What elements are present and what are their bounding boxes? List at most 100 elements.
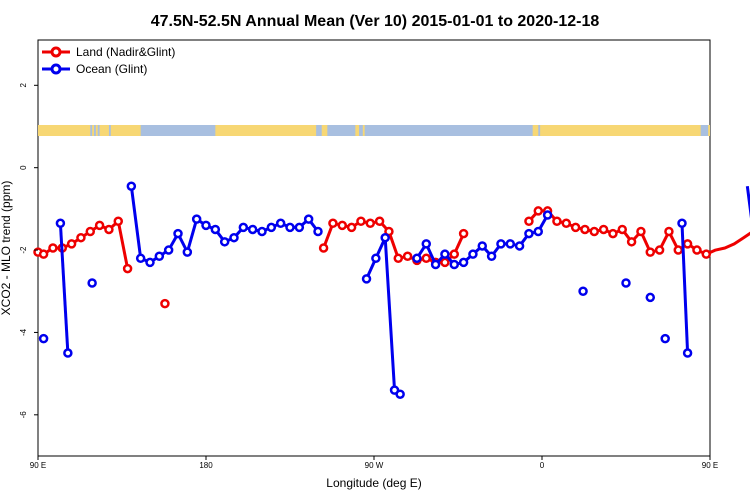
data-point <box>313 226 323 237</box>
data-point <box>182 247 193 257</box>
land-ocean-mask-strip <box>38 125 710 136</box>
data-point <box>449 259 460 270</box>
data-point <box>135 253 146 264</box>
y-tick-label: -4 <box>19 328 28 336</box>
data-point <box>621 278 631 288</box>
data-point <box>122 263 133 274</box>
data-point <box>617 224 628 235</box>
data-point <box>374 216 385 226</box>
data-point <box>238 222 249 233</box>
data-point <box>395 389 405 399</box>
y-tick-label: -2 <box>19 246 28 254</box>
data-point <box>356 216 366 226</box>
data-point <box>654 245 665 255</box>
data-point <box>247 224 258 235</box>
land-band-segment <box>92 125 94 136</box>
data-point <box>660 333 670 344</box>
data-point <box>578 286 588 296</box>
data-point <box>580 224 590 235</box>
data-point <box>38 249 49 259</box>
x-axis-label: Longitude (deg E) <box>326 476 421 490</box>
data-point <box>533 226 544 237</box>
x-tick-label: 90 E <box>30 461 46 470</box>
x-tick-label: 0 <box>540 461 545 470</box>
data-point <box>682 239 693 249</box>
data-point <box>191 214 202 224</box>
legend-label-land: Land (Nadir&Glint) <box>76 45 175 59</box>
data-point <box>210 224 221 235</box>
data-point <box>201 220 211 231</box>
data-point <box>48 243 58 253</box>
data-point <box>440 257 450 268</box>
data-point <box>294 222 305 233</box>
data-point <box>524 216 534 226</box>
data-point <box>145 257 155 268</box>
land-band-segment <box>38 125 91 136</box>
data-point <box>328 218 338 229</box>
data-point <box>552 216 562 226</box>
data-point <box>275 218 286 229</box>
data-point <box>458 257 469 268</box>
data-point <box>38 333 49 344</box>
data-point <box>402 251 413 261</box>
data-point <box>318 243 329 253</box>
data-point <box>598 224 609 235</box>
land-band-segment <box>540 125 701 136</box>
legend: Land (Nadir&Glint) Ocean (Glint) <box>42 45 175 76</box>
data-point <box>365 218 376 229</box>
data-point <box>76 232 86 243</box>
data-point <box>94 220 105 231</box>
legend-item-ocean: Ocean (Glint) <box>42 62 147 76</box>
data-point <box>677 218 687 229</box>
data-point <box>126 181 137 191</box>
series-line-segment <box>58 223 70 354</box>
data-point <box>561 218 572 229</box>
data-point <box>486 251 497 261</box>
data-point <box>533 206 544 216</box>
land-band-segment <box>355 125 360 136</box>
data-point <box>257 226 267 237</box>
data-point <box>160 298 170 309</box>
data-point <box>449 249 460 259</box>
data-point <box>393 253 404 264</box>
land-band-segment <box>110 125 141 136</box>
data-point <box>55 218 66 229</box>
data-point <box>66 239 77 249</box>
data-point <box>570 222 581 233</box>
data-point <box>645 292 656 303</box>
data-point <box>163 245 174 255</box>
data-point <box>303 214 314 224</box>
land-band-segment <box>321 125 328 136</box>
series-line-segment <box>527 209 750 256</box>
data-point <box>63 348 73 358</box>
y-axis-ticks: 2 0 -2 -4 -6 <box>19 83 38 418</box>
ocean-band <box>38 125 710 136</box>
series-ocean <box>38 181 750 399</box>
data-point <box>496 239 506 249</box>
data-point <box>154 251 165 261</box>
data-point <box>468 249 478 259</box>
data-point <box>430 259 441 270</box>
data-point <box>266 222 277 233</box>
x-tick-label: 90 W <box>365 461 384 470</box>
data-point <box>458 228 469 239</box>
legend-label-ocean: Ocean (Glint) <box>76 62 147 76</box>
series-layer <box>33 181 750 399</box>
data-point <box>682 348 693 358</box>
data-point <box>337 220 348 231</box>
data-point <box>229 232 239 243</box>
chart-title: 47.5N-52.5N Annual Mean (Ver 10) 2015-01… <box>151 13 600 30</box>
land-band-segment <box>99 125 109 136</box>
data-point <box>589 226 600 237</box>
data-point <box>346 222 357 233</box>
x-tick-label: 180 <box>199 461 213 470</box>
legend-item-land: Land (Nadir&Glint) <box>42 45 175 59</box>
data-point <box>542 210 553 220</box>
data-point <box>85 226 96 237</box>
y-axis-label: XCO2 - MLO trend (ppm) <box>0 181 13 316</box>
x-tick-label: 90 E <box>702 461 718 470</box>
data-point <box>514 241 525 251</box>
data-point <box>524 228 534 239</box>
data-point <box>505 239 516 249</box>
